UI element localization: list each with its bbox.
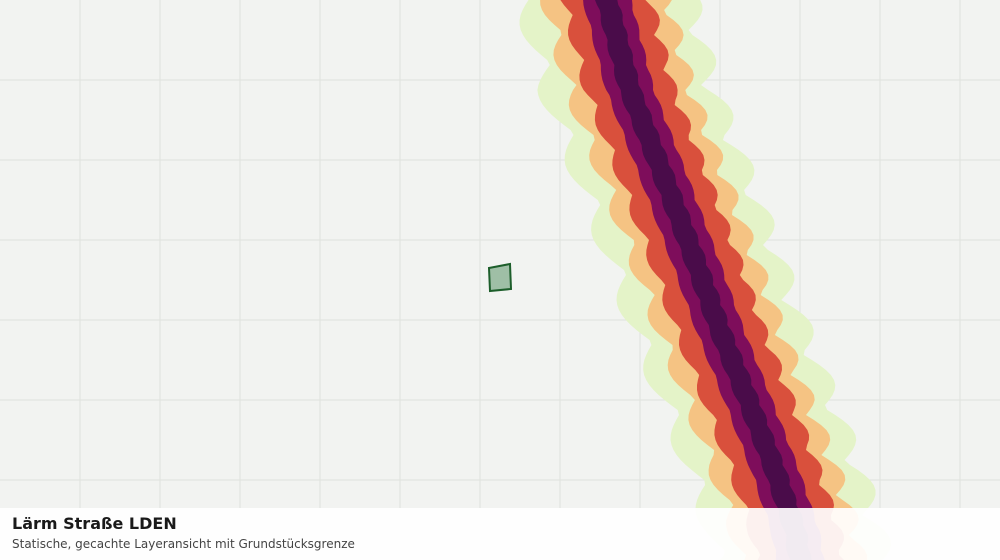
info-panel: Lärm Straße LDEN Statische, gecachte Lay… <box>0 508 1000 560</box>
layer-title: Lärm Straße LDEN <box>12 514 177 533</box>
noise-layer <box>519 0 892 560</box>
parcel-boundary[interactable] <box>487 262 513 293</box>
noise-band <box>595 0 812 560</box>
layer-subtitle: Statische, gecachte Layeransicht mit Gru… <box>12 537 355 551</box>
